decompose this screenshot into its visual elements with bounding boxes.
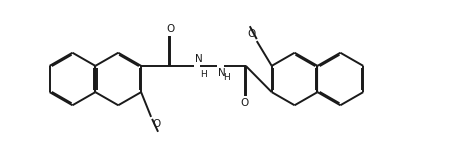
Text: N: N: [195, 54, 203, 64]
Text: N: N: [218, 68, 226, 78]
Text: O: O: [247, 29, 256, 39]
Text: O: O: [166, 24, 174, 34]
Text: H: H: [200, 70, 207, 79]
Text: O: O: [240, 98, 249, 108]
Text: H: H: [223, 73, 229, 82]
Text: O: O: [152, 119, 160, 129]
